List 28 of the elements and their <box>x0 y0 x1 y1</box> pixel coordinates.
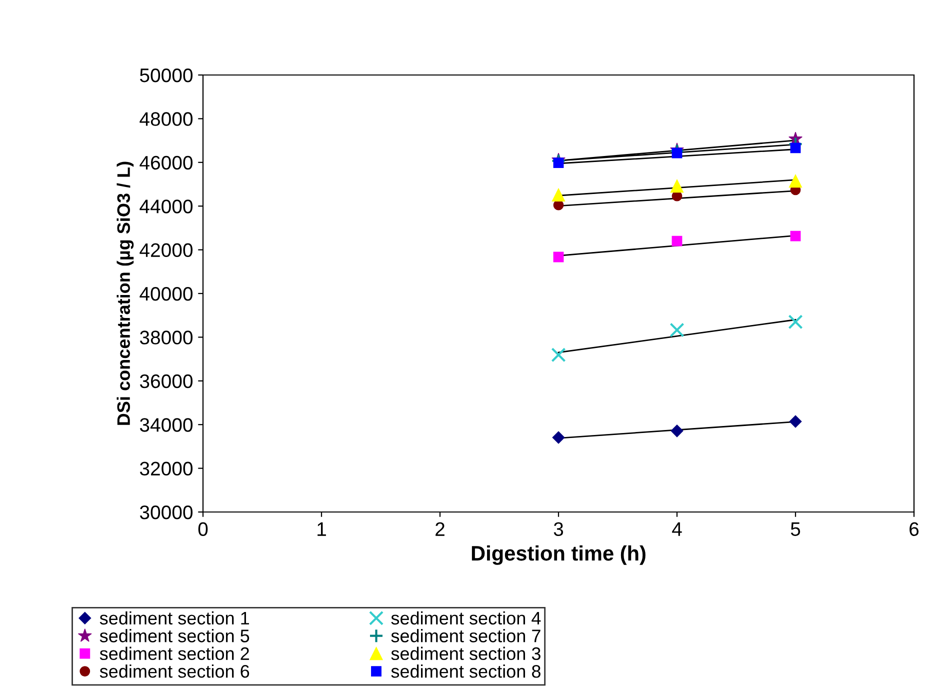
y-tick-label: 34000 <box>140 418 193 432</box>
x-axis-title: Digestion time (h) <box>472 545 646 565</box>
x-tick-label: 5 <box>790 522 800 536</box>
x-tick-label: 0 <box>198 522 208 536</box>
y-tick-label: 32000 <box>140 462 193 476</box>
y-tick-label: 30000 <box>140 505 193 520</box>
x-tick-label: 4 <box>672 522 682 536</box>
x-tick-label: 6 <box>910 522 919 536</box>
legend-label: sediment section 4 <box>391 611 541 625</box>
x-tick-label: 2 <box>436 522 444 536</box>
legend-label: sediment section 5 <box>100 629 250 642</box>
x-tick-label: 1 <box>318 522 326 536</box>
y-tick-label: 48000 <box>140 112 193 126</box>
x-tick-label: 3 <box>554 522 564 536</box>
y-tick-label: 42000 <box>140 243 193 258</box>
y-tick-label: 40000 <box>140 286 193 301</box>
y-tick-label: 46000 <box>140 156 193 170</box>
legend-label: sediment section 1 <box>100 611 249 625</box>
legend-label: sediment section 8 <box>391 664 540 678</box>
y-tick-label: 44000 <box>140 200 193 214</box>
y-axis-title: DSi concentration (µg SiO3 / L) <box>116 162 134 425</box>
legend-label: sediment section 6 <box>100 664 250 678</box>
y-tick-label: 38000 <box>140 330 193 344</box>
y-tick-label: 50000 <box>140 68 193 82</box>
legend-label: sediment section 7 <box>391 629 540 642</box>
legend-label: sediment section 2 <box>100 646 249 660</box>
legend-label: sediment section 3 <box>391 646 540 660</box>
y-tick-label: 36000 <box>140 374 193 388</box>
